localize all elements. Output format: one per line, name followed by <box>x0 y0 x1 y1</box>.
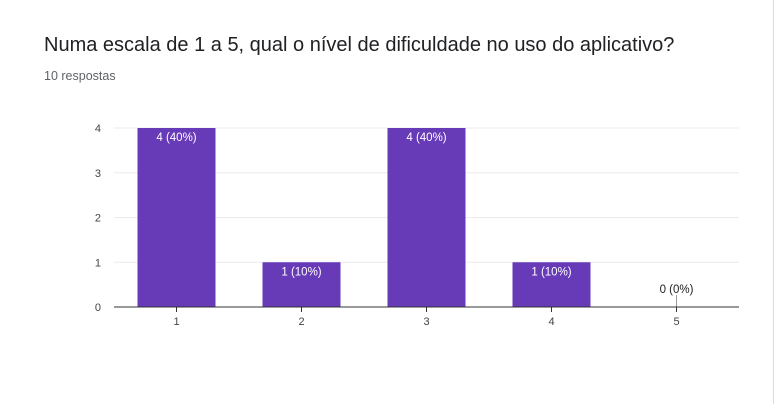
bar <box>512 262 591 307</box>
data-labels: 4 (40%) 1 (10%) 4 (40%) 1 (10%) 0 (0%) <box>156 132 693 296</box>
bars <box>137 128 677 307</box>
data-label: 1 (10%) <box>531 266 571 278</box>
x-tick-label: 2 <box>298 316 304 328</box>
x-tick-label: 5 <box>673 316 679 328</box>
data-label: 4 (40%) <box>156 132 196 144</box>
data-label: 0 (0%) <box>660 284 694 296</box>
x-tick-label: 1 <box>173 316 179 328</box>
data-label: 4 (40%) <box>406 132 446 144</box>
response-count: 10 respostas <box>44 69 116 83</box>
y-tick-label: 3 <box>95 168 101 180</box>
data-label: 1 (10%) <box>281 266 321 278</box>
y-axis-ticks: 0 1 2 3 4 <box>95 123 101 314</box>
y-tick-label: 4 <box>95 123 101 135</box>
x-tick-label: 3 <box>423 316 429 328</box>
bar <box>137 128 216 307</box>
y-tick-label: 0 <box>95 302 101 314</box>
bar <box>387 128 466 307</box>
bar <box>262 262 341 307</box>
x-axis-ticks: 1 2 3 4 5 <box>173 307 680 328</box>
y-tick-label: 2 <box>95 213 101 225</box>
x-tick-label: 4 <box>548 316 554 328</box>
y-tick-label: 1 <box>95 257 101 269</box>
question-title: Numa escala de 1 a 5, qual o nível de di… <box>44 34 675 56</box>
